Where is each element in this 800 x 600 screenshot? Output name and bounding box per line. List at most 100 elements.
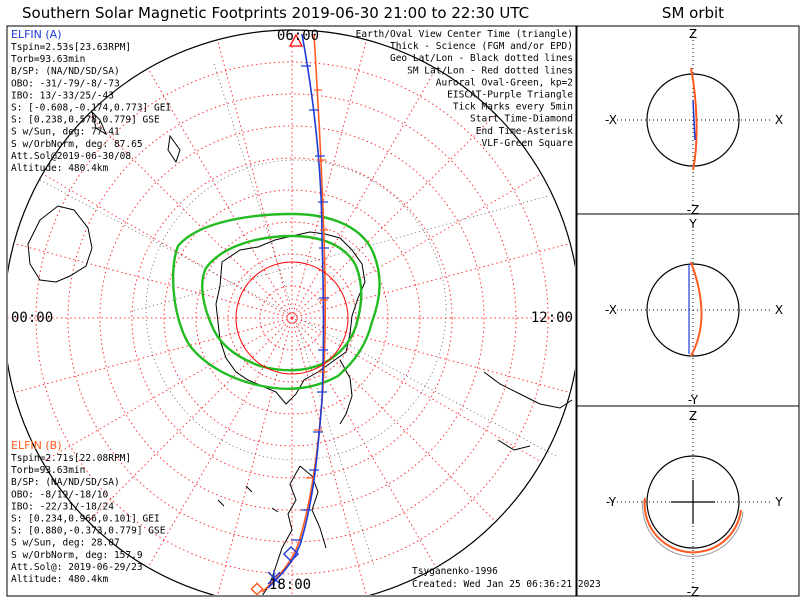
orbit-panel-frame <box>576 25 800 597</box>
orbit-axis-label: -Y <box>606 495 617 509</box>
probe-b-info-line: Tspin=2.71s[22.08RPM] <box>11 453 131 464</box>
sm-longitude-spoke <box>217 317 293 595</box>
elfin-a-orbit <box>692 99 696 141</box>
orbit-axis-label: -X <box>605 113 617 127</box>
geo-latitude-circle <box>145 159 447 461</box>
sm-longitude-spoke <box>291 242 571 319</box>
orbit-axis-label: Z <box>689 27 697 41</box>
orbit-axis-label: -Y <box>688 393 699 407</box>
sm-longitude-spoke <box>291 317 497 523</box>
legend-entry: Tick Marks every 5min <box>453 102 573 113</box>
sm-latitude-ring <box>99 125 485 511</box>
orbit-axis-label: Y <box>688 217 697 231</box>
mlt-label-bottom: 18:00 <box>269 577 311 593</box>
polar-footprint-map <box>8 29 575 595</box>
probe-b-info-line: S w/Sun, deg: 28.07 <box>11 538 120 549</box>
sm-longitude-spoke <box>87 317 293 523</box>
sm-orbit-panel: Z -Z -X X <box>605 27 783 217</box>
orbit-axis-label: -X <box>605 303 617 317</box>
sm-longitude-spokes <box>8 30 575 595</box>
sm-longitude-spoke <box>13 317 293 394</box>
orbit-axis-label: Y <box>774 495 783 509</box>
sm-longitude-spoke <box>291 39 368 319</box>
orbit-panel-title: SM orbit <box>662 4 724 22</box>
map-panel-frame <box>6 25 577 597</box>
legend-entry: Start Time-Diamond <box>470 114 573 125</box>
legend-entry: SM Lat/Lon - Red dotted lines <box>407 65 573 76</box>
sm-longitude-spoke <box>216 39 293 319</box>
elfin-b-orbit <box>690 67 698 171</box>
sm-pole-circle <box>235 261 349 375</box>
probe-a-info-line: Altitude: 480.4km <box>11 163 109 174</box>
elfin-b-footprint-trace <box>261 33 327 593</box>
view-center-triangle <box>288 33 304 47</box>
sm-longitude-spoke <box>291 317 571 394</box>
elfin-a-end-asterisk <box>267 570 281 586</box>
sm-longitude-spoke <box>42 173 293 319</box>
sm-orbit-panel: Y -Y -X X <box>605 217 783 407</box>
probe-a-info-line: B/SP: (NA/ND/SD/SA) <box>11 66 120 77</box>
sm-orbit-panel: Z -Z -Y Y <box>606 409 783 599</box>
earth-outline <box>646 263 740 357</box>
sm-longitude-spoke <box>87 113 293 319</box>
geo-grid-lines <box>39 63 557 567</box>
orbit-axis-label: X <box>775 303 783 317</box>
elfin-a-title: ELFIN (A) <box>11 28 61 41</box>
field-model-label: Tsyganenko-1996 <box>412 566 498 577</box>
auroral-oval-inner <box>201 234 363 372</box>
probe-b-info-line: S w/OrbNorm, deg: 157.9 <box>11 550 143 561</box>
probe-a-info-line: S w/Sun, deg: 77.41 <box>11 127 120 138</box>
sm-longitude-spoke <box>147 68 293 319</box>
probe-b-info-line: IBO: -22/31/-18/24 <box>11 501 114 512</box>
mlt-label-right: 12:00 <box>531 310 573 326</box>
legend-entry: Thick - Science (FGM and/or EPD) <box>390 41 573 52</box>
map-legend: Earth/Oval View Center Time (triangle)Th… <box>356 29 574 149</box>
probe-b-info-line: Torb=93.63min <box>11 465 85 476</box>
legend-entry: Earth/Oval View Center Time (triangle) <box>356 29 573 40</box>
legend-entry: Auroral Oval-Green, kp=2 <box>436 77 573 88</box>
sm-latitude-ring <box>131 157 453 479</box>
mlt-label-left: 00:00 <box>11 310 53 326</box>
geo-grid-line <box>39 179 557 457</box>
antarctica-coastline <box>215 231 366 405</box>
sm-longitude-spoke <box>291 317 367 595</box>
auroral-oval-outer <box>171 212 381 390</box>
sm-orbit-panels: Z -Z -X X Y -Y -X X Z -Z -Y Y <box>605 27 783 599</box>
five-minute-tick-marks <box>291 65 329 541</box>
africa-coastline <box>483 371 573 451</box>
sm-longitude-spoke <box>13 242 293 319</box>
sm-latitude-ring <box>67 93 517 543</box>
elfin-a-info: ELFIN (A) Tspin=2.53s[23.63RPM]Torb=93.6… <box>11 28 171 174</box>
elfin-b-orbit <box>643 497 742 554</box>
sm-latitude-ring <box>163 189 421 447</box>
legend-entry: EISCAT-Purple Triangle <box>447 90 573 101</box>
orbit-axis-label: -Z <box>687 585 700 599</box>
probe-a-info-line: Tspin=2.53s[23.63RPM] <box>11 42 131 53</box>
elfin-b-info: ELFIN (B) Tspin=2.71s[22.08RPM]Torb=93.6… <box>11 439 166 585</box>
orbit-axis-label: Z <box>689 409 697 423</box>
probe-b-info-line: B/SP: (NA/ND/SD/SA) <box>11 477 120 488</box>
mlt-label-top: 06:00 <box>277 28 319 44</box>
australia-coastline <box>27 205 93 283</box>
probe-b-info-line: S: [0.234,0.966,0.101] GEI <box>11 514 160 525</box>
earth-outline <box>646 455 740 549</box>
figure-title: Southern Solar Magnetic Footprints 2019-… <box>22 4 529 22</box>
probe-b-info-line: OBO: -8/19/-18/10 <box>11 489 109 500</box>
orbit-axis-label: -Z <box>687 203 700 217</box>
probe-b-info-line: Att.Sol@: 2019-06-29/23 <box>11 562 143 573</box>
sm-longitude-spoke <box>291 317 542 463</box>
elfin-b-title: ELFIN (B) <box>11 439 62 452</box>
island-fragments <box>217 485 279 513</box>
sm-longitude-spoke <box>42 317 293 463</box>
south-america-coastline <box>262 465 327 595</box>
sm-longitude-spoke <box>291 68 437 319</box>
elfin-b-start-diamond <box>250 582 264 595</box>
probe-a-info-line: S w/OrbNorm, deg: 87.65 <box>11 139 143 150</box>
probe-a-info-line: Att.Sol@2019-06-30/08 <box>11 151 131 162</box>
probe-b-info-line: S: [0.880,-0.373,0.779] GSE <box>11 526 166 537</box>
sm-longitude-spoke <box>147 317 293 568</box>
orbit-axis-label: X <box>775 113 783 127</box>
sm-latitude-ring <box>35 61 549 575</box>
antarctic-peninsula <box>339 359 353 425</box>
